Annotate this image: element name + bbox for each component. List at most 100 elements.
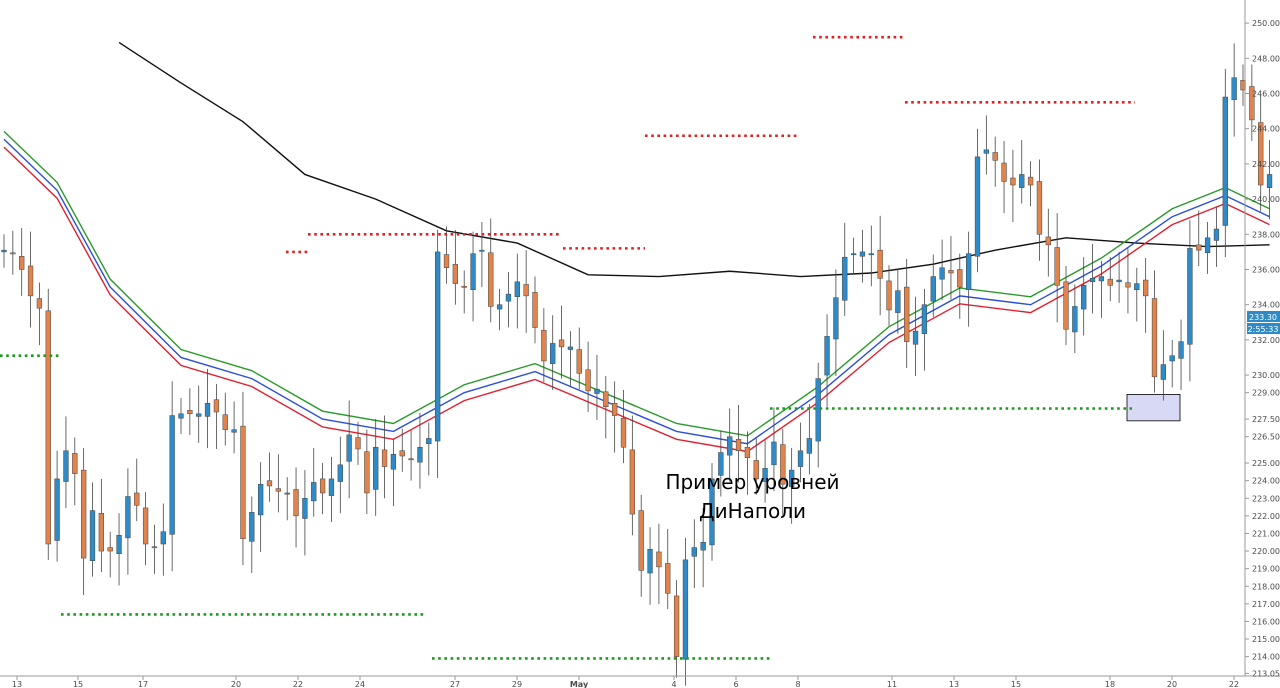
- x-tick-label: 22: [1229, 680, 1239, 688]
- candle-up: [89, 510, 96, 561]
- candle-up: [284, 492, 290, 495]
- candle-up: [1266, 174, 1273, 188]
- x-tick-label: 22: [293, 680, 303, 688]
- y-tick-label: 236.00: [1252, 265, 1280, 274]
- candle-up: [762, 468, 768, 482]
- candle-up: [983, 149, 990, 154]
- target-zone-layer: [1126, 394, 1181, 422]
- candle-up: [771, 441, 777, 466]
- candle-down: [399, 450, 405, 457]
- x-tick-label: 15: [73, 680, 83, 688]
- current-price-label: 233.30: [1249, 313, 1277, 322]
- candle-up: [258, 483, 264, 516]
- candle-down: [558, 339, 565, 348]
- y-tick-label: 227.50: [1252, 415, 1280, 424]
- y-tick-label: 224.00: [1252, 477, 1280, 486]
- y-tick-label: 222.00: [1252, 512, 1280, 521]
- candle-up: [833, 297, 839, 340]
- candle-down: [355, 437, 361, 450]
- candle-up: [231, 429, 237, 433]
- candle-down: [603, 391, 609, 408]
- candle-up: [594, 388, 600, 394]
- y-tick-label: 219.00: [1252, 565, 1280, 574]
- candle-down: [213, 399, 220, 413]
- y-tick-label: 229.00: [1252, 389, 1280, 398]
- candle-up: [1019, 174, 1025, 188]
- candle-down: [629, 449, 636, 515]
- candle-down: [1125, 282, 1131, 288]
- x-tick-label: 11: [887, 680, 897, 688]
- candle-down: [1196, 244, 1202, 251]
- candlestick-series: [1, 43, 1273, 686]
- candle-up: [1072, 306, 1078, 333]
- x-tick-label: 20: [231, 680, 241, 688]
- candle-down: [948, 270, 954, 274]
- candle-up: [435, 251, 441, 442]
- candle-up: [789, 469, 795, 488]
- candle-down: [275, 488, 282, 492]
- candle-up: [417, 446, 423, 463]
- candle-down: [222, 414, 228, 430]
- candle-down: [877, 249, 883, 279]
- candle-up: [169, 415, 175, 535]
- candle-up: [1222, 96, 1228, 226]
- y-tick-label: 242.00: [1252, 160, 1280, 169]
- x-tick-label: May: [570, 680, 589, 688]
- y-tick-label: 246.00: [1252, 90, 1280, 99]
- candle-down: [656, 551, 662, 568]
- candle-up: [426, 438, 432, 444]
- candle-up: [196, 413, 202, 417]
- x-tick-label: 20: [1167, 680, 1177, 688]
- candle-up: [859, 251, 866, 257]
- candle-up: [966, 253, 972, 290]
- candle-down: [10, 252, 16, 255]
- sma-line: [118, 41, 1270, 278]
- candle-up: [974, 156, 981, 257]
- candle-down: [187, 410, 193, 415]
- y-tick-label: 238.00: [1252, 230, 1280, 239]
- candle-down: [904, 286, 910, 342]
- candle-up: [311, 482, 317, 502]
- candle-down: [665, 563, 671, 594]
- candle-up: [116, 534, 122, 554]
- candle-down: [1027, 176, 1034, 186]
- candle-up: [1187, 248, 1193, 345]
- candle-up: [647, 549, 653, 574]
- candle-down: [1258, 122, 1264, 186]
- candle-up: [125, 496, 131, 539]
- candle-up: [815, 378, 821, 442]
- x-tick-label: 29: [512, 680, 522, 688]
- candle-down: [408, 458, 414, 461]
- candle-up: [178, 413, 184, 419]
- candle-down: [620, 417, 627, 448]
- y-tick-label: 230.00: [1252, 371, 1280, 380]
- y-tick-label: 223.00: [1252, 494, 1280, 503]
- candle-up: [505, 293, 512, 302]
- candle-down: [1143, 279, 1149, 297]
- candle-down: [151, 546, 158, 549]
- candle-up: [1204, 237, 1211, 254]
- candle-down: [461, 285, 467, 288]
- current-price-badge: [1247, 311, 1280, 323]
- candle-down: [638, 510, 644, 571]
- candle-up: [1134, 283, 1140, 290]
- x-tick-label: 8: [795, 680, 800, 688]
- candle-down: [452, 263, 459, 284]
- y-tick-label: 240.00: [1252, 195, 1280, 204]
- candle-up: [328, 478, 335, 496]
- candle-up: [1, 249, 7, 253]
- target-zone: [1126, 394, 1181, 422]
- y-tick-label: 214.00: [1252, 653, 1280, 662]
- candle-up: [1169, 355, 1175, 362]
- annotation-line-2: ДиНаполи: [698, 499, 806, 523]
- candle-down: [957, 269, 963, 288]
- candle-up: [567, 346, 574, 350]
- y-tick-label: 234.00: [1252, 301, 1280, 310]
- candle-down: [992, 152, 998, 161]
- candle-up: [346, 434, 352, 462]
- y-tick-label: 215.00: [1252, 635, 1280, 644]
- candle-up: [691, 547, 697, 557]
